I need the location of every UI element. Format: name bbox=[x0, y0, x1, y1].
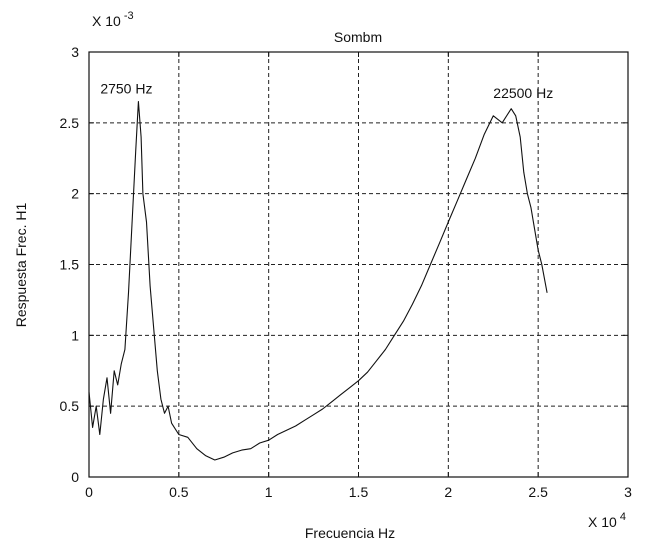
x-tick-label: 0 bbox=[85, 484, 93, 500]
x-tick-label: 1 bbox=[265, 484, 273, 500]
series-line-h1 bbox=[88, 101, 548, 461]
peak-annotation: 22500 Hz bbox=[493, 85, 553, 101]
y-tick-label: 3 bbox=[71, 44, 79, 60]
peak-annotation: 2750 Hz bbox=[100, 81, 152, 97]
x-tick-label: 2 bbox=[444, 484, 452, 500]
x-multiplier-base: X 10 bbox=[588, 514, 617, 530]
annotations: 2750 Hz 22500 Hz bbox=[100, 81, 553, 101]
chart-title: Sombm bbox=[334, 29, 382, 45]
x-multiplier-exponent: 4 bbox=[620, 511, 626, 523]
x-tick-label: 1.5 bbox=[349, 484, 369, 500]
y-tick-label: 2.5 bbox=[60, 115, 80, 131]
x-tick-label: 3 bbox=[624, 484, 632, 500]
y-tick-label: 2 bbox=[71, 186, 79, 202]
y-tick-label: 0.5 bbox=[60, 398, 80, 414]
x-tick-label: 0.5 bbox=[169, 484, 189, 500]
y-tick-label: 1.5 bbox=[60, 257, 80, 273]
y-multiplier-exponent: -3 bbox=[124, 10, 134, 22]
y-multiplier-base: X 10 bbox=[92, 13, 121, 29]
y-tick-label: 1 bbox=[71, 327, 79, 343]
x-tick-label: 2.5 bbox=[528, 484, 548, 500]
grid bbox=[89, 52, 628, 477]
y-multiplier: X 10 -3 bbox=[92, 10, 134, 29]
y-axis-label: Respuesta Frec. H1 bbox=[13, 203, 29, 328]
ticks: 0 0.5 1 1.5 2 2.5 3 0 0.5 1 1.5 2 2.5 3 bbox=[60, 44, 633, 500]
y-tick-label: 0 bbox=[71, 469, 79, 485]
x-axis-label: Frecuencia Hz bbox=[305, 525, 395, 541]
x-multiplier: X 10 4 bbox=[588, 511, 626, 530]
